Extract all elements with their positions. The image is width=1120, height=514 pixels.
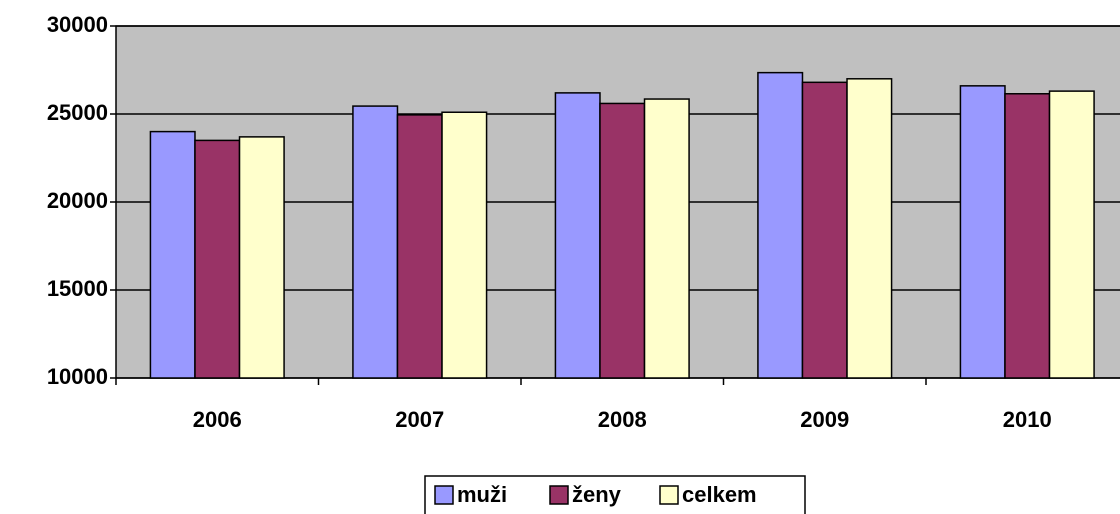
x-tick-label: 2007: [395, 407, 444, 432]
y-tick-label: 25000: [47, 100, 108, 125]
legend-label: celkem: [682, 482, 757, 507]
legend-swatch: [434, 485, 454, 505]
bar: [1048, 90, 1095, 379]
y-tick-label: 10000: [47, 364, 108, 389]
bar: [846, 78, 893, 379]
bar: [554, 92, 601, 379]
bar: [194, 139, 241, 379]
bar: [149, 130, 196, 379]
bar: [959, 85, 1006, 379]
y-tick-label: 20000: [47, 188, 108, 213]
bar: [396, 114, 443, 379]
x-tick-label: 2010: [1003, 407, 1052, 432]
bar: [238, 136, 285, 379]
bar: [1004, 93, 1051, 379]
y-tick-label: 15000: [47, 276, 108, 301]
bar: [757, 71, 804, 379]
x-tick-label: 2009: [800, 407, 849, 432]
bar: [352, 105, 399, 379]
y-tick-label: 30000: [47, 12, 108, 37]
bar: [643, 98, 690, 379]
legend-label: ženy: [572, 482, 622, 507]
x-tick-label: 2006: [193, 407, 242, 432]
bar: [599, 102, 646, 379]
legend-box: [424, 475, 806, 514]
bar: [801, 81, 848, 379]
legend-label: muži: [457, 482, 507, 507]
legend-swatch: [659, 485, 679, 505]
legend: muži ženy celkem: [424, 475, 806, 514]
bar: [441, 111, 488, 379]
x-tick-label: 2008: [598, 407, 647, 432]
legend-swatch: [549, 485, 569, 505]
